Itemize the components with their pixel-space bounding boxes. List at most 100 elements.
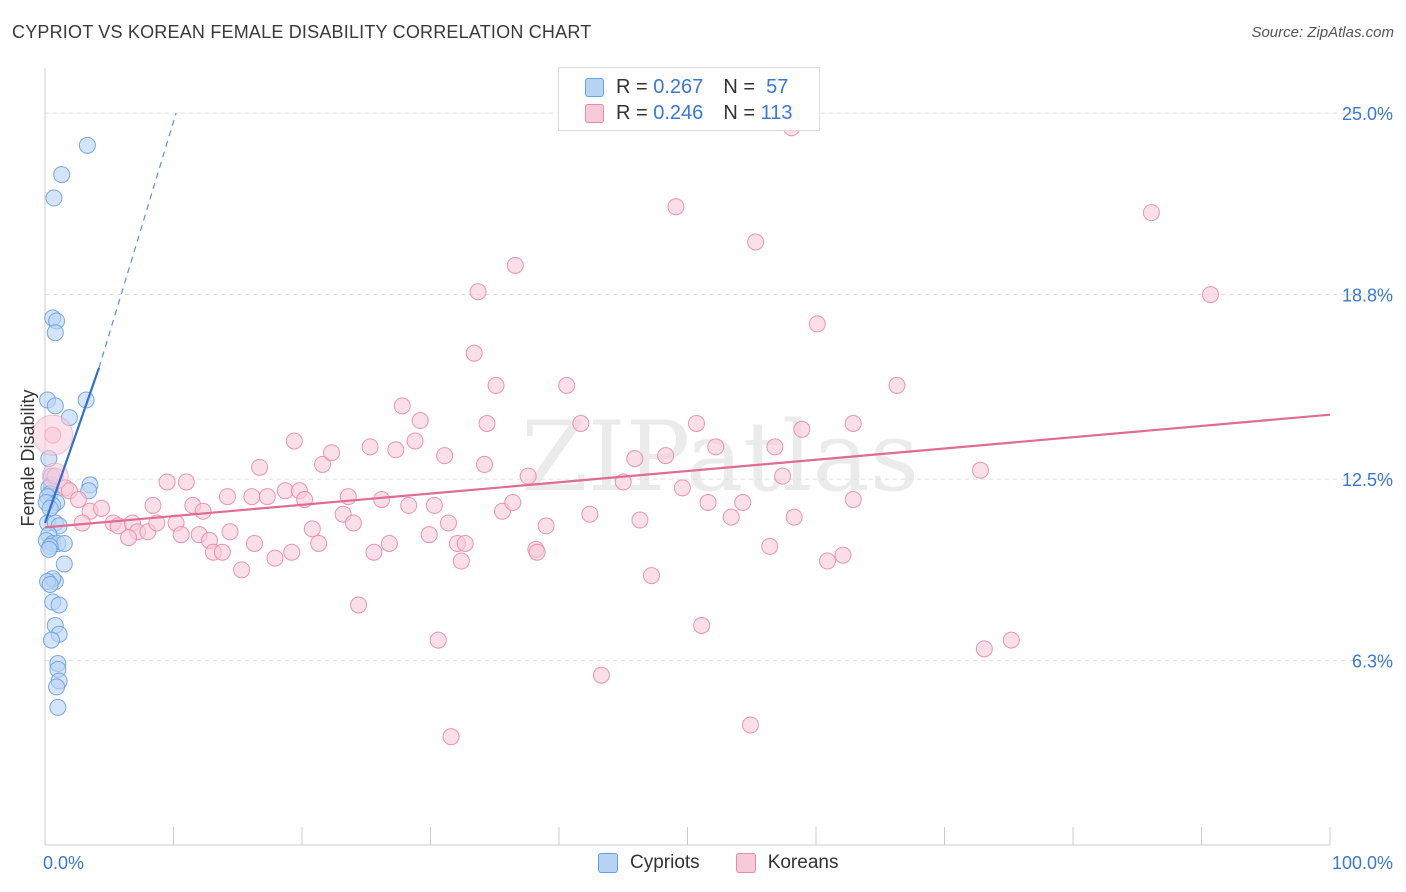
koreans-point [314, 455, 332, 473]
koreans-point [741, 716, 759, 734]
koreans-point [707, 438, 725, 456]
y-tick-label: 25.0% [1342, 104, 1393, 124]
koreans-point [213, 543, 231, 561]
koreans-point [693, 616, 711, 634]
cypriots-swatch [585, 77, 604, 97]
koreans-point [400, 496, 418, 514]
koreans-point [687, 414, 705, 432]
koreans-point [303, 520, 321, 538]
koreans-point [572, 414, 590, 432]
koreans-point [429, 631, 447, 649]
cypriots-point [46, 324, 64, 342]
koreans-point [793, 420, 811, 438]
x-tick-label: 100.0% [1332, 853, 1393, 873]
legend-label: Cypriots [630, 852, 700, 873]
cypriots-point [45, 189, 63, 207]
koreans-point [667, 198, 685, 216]
legend-item-koreans[interactable]: Koreans [735, 852, 839, 874]
koreans-point [350, 596, 368, 614]
stats-legend: R = 0.267 N = 57 R = 0.246 N = 113 [558, 67, 820, 131]
koreans-point [406, 432, 424, 450]
koreans-point [344, 514, 362, 532]
koreans-point [41, 462, 69, 490]
koreans-point [581, 505, 599, 523]
koreans-point [537, 517, 555, 535]
koreans-point [120, 529, 138, 547]
koreans-point [258, 488, 276, 506]
koreans-point [626, 450, 644, 468]
koreans-point [487, 376, 505, 394]
koreans-point [819, 552, 837, 570]
koreans-point [411, 412, 429, 430]
koreans-point [785, 508, 803, 526]
koreans-point [844, 491, 862, 509]
cypriots-trend-line [43, 367, 101, 524]
cypriots-point [46, 397, 64, 415]
n-value: 57 [766, 75, 789, 98]
koreans-point [365, 543, 383, 561]
koreans-point [323, 444, 341, 462]
koreans-point [69, 491, 87, 509]
koreans-point [766, 438, 784, 456]
cypriots-point [49, 698, 67, 716]
legend-row-cypriots: R = 0.267 N = 57 [585, 76, 788, 98]
koreans-point [393, 397, 411, 415]
koreans-point [774, 467, 792, 485]
gridlines [45, 112, 1392, 662]
cypriots-point [42, 631, 60, 649]
koreans-point [218, 488, 236, 506]
cypriots-point [55, 534, 73, 552]
koreans-point [380, 534, 398, 552]
koreans-point [1201, 286, 1219, 304]
koreans-point [93, 499, 111, 517]
koreans-point [699, 493, 717, 511]
koreans-point [528, 543, 546, 561]
koreans-point [631, 511, 649, 529]
koreans-point [436, 447, 454, 465]
koreans-point [475, 455, 493, 473]
koreans-point [1002, 631, 1020, 649]
koreans-point [221, 523, 239, 541]
r-value: 0.267 [653, 75, 704, 98]
x-tick-label: 0.0% [43, 853, 84, 873]
koreans-swatch [735, 853, 756, 873]
koreans-point [971, 461, 989, 479]
koreans-swatch [585, 103, 604, 123]
koreans-point [144, 496, 162, 514]
series-legend: Cypriots Koreans [598, 852, 874, 874]
cypriots-point [78, 136, 96, 154]
koreans-point [243, 488, 261, 506]
koreans-point [245, 534, 263, 552]
n-label: N = [723, 75, 755, 98]
tick-labels: 6.3% 12.5% 18.8% 25.0% 0.0% 100.0% [43, 104, 1393, 873]
koreans-point [283, 543, 301, 561]
legend-item-cypriots[interactable]: Cypriots [598, 852, 700, 874]
koreans-point [888, 376, 906, 394]
r-value: 0.246 [653, 101, 704, 124]
koreans-point [172, 526, 190, 544]
koreans-point [276, 482, 294, 500]
koreans-point [266, 549, 284, 567]
y-tick-label: 6.3% [1352, 652, 1393, 672]
koreans-point [425, 496, 443, 514]
koreans-point [504, 493, 522, 511]
koreans-point [506, 256, 524, 274]
koreans-point [673, 479, 691, 497]
koreans-point [194, 502, 212, 520]
n-label: N = [723, 101, 755, 124]
koreans-point [975, 640, 993, 658]
r-label: R = [616, 75, 648, 98]
koreans-point [439, 514, 457, 532]
y-tick-label: 18.8% [1342, 286, 1393, 306]
koreans-point [387, 441, 405, 459]
legend-label: Koreans [767, 852, 839, 873]
koreans-point [761, 537, 779, 555]
koreans-point [844, 414, 862, 432]
cypriots-swatch [598, 853, 618, 873]
legend-row-koreans: R = 0.246 N = 113 [585, 102, 792, 124]
y-tick-label: 12.5% [1342, 470, 1393, 490]
koreans-point [592, 666, 610, 684]
koreans-point [469, 283, 487, 301]
chart-title: CYPRIOT VS KOREAN FEMALE DISABILITY CORR… [12, 22, 592, 42]
